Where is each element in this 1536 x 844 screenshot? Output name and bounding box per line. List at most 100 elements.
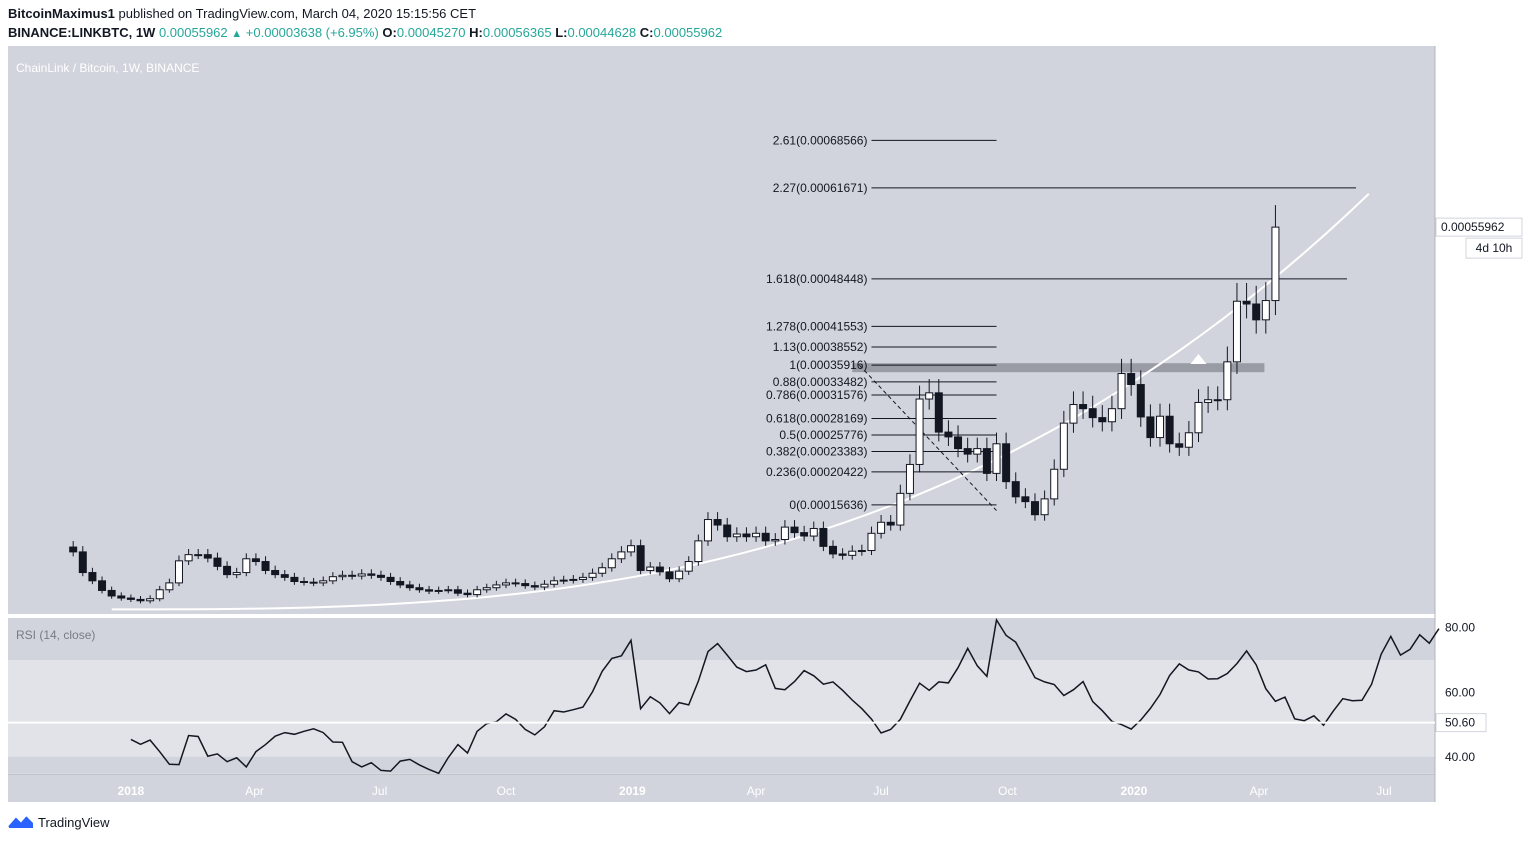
candle-up xyxy=(559,579,568,582)
candle-up xyxy=(771,539,780,542)
candle-down xyxy=(251,558,260,563)
price-tick-label: 0.00025000 xyxy=(1441,433,1505,447)
fib-level-label: 0.236(0.00020422) xyxy=(766,465,867,479)
candle-up xyxy=(627,545,636,553)
candle-down xyxy=(1079,404,1088,410)
candle-up xyxy=(752,532,761,538)
candle-down xyxy=(213,557,222,567)
candle-down xyxy=(800,532,809,537)
rsi-line xyxy=(130,617,1440,775)
candle-up xyxy=(973,448,982,455)
candle-up xyxy=(1117,373,1126,410)
candle-up xyxy=(915,398,924,465)
time-tick-label: Apr xyxy=(1250,784,1269,798)
candle-up xyxy=(550,580,559,585)
candle-down xyxy=(425,589,434,592)
publish-header: BitcoinMaximus1 published on TradingView… xyxy=(8,6,476,21)
price-tick-label: 0.00005000 xyxy=(1441,571,1505,585)
low-value: 0.00044628 xyxy=(567,25,637,40)
candle-down xyxy=(88,572,97,582)
time-tick-label: Apr xyxy=(747,784,766,798)
publish-info: published on TradingView.com, March 04, … xyxy=(118,6,477,21)
candle-up xyxy=(1107,408,1116,423)
candle-down xyxy=(944,431,953,438)
fib-level-label: 1.13(0.00038552) xyxy=(773,340,868,354)
candle-down xyxy=(300,581,309,584)
rsi-tick-label: 40.00 xyxy=(1445,750,1475,764)
rsi-tick-label: 80.00 xyxy=(1445,621,1475,635)
candle-up xyxy=(174,560,183,584)
candle-up xyxy=(540,583,549,588)
candle-down xyxy=(954,436,963,450)
candle-up xyxy=(501,582,510,586)
candle-up xyxy=(848,550,857,556)
fib-level-label: 0.5(0.00025776) xyxy=(779,428,867,442)
candle-up xyxy=(992,443,1001,474)
candle-down xyxy=(530,585,539,588)
rsi-tick-label: 60.00 xyxy=(1445,685,1475,699)
time-tick-label: Jul xyxy=(873,784,888,798)
candle-down xyxy=(655,566,664,573)
candle-up xyxy=(857,550,866,553)
low-label: L: xyxy=(555,25,568,40)
price-tick-label: 0.00050000 xyxy=(1441,261,1505,275)
candle-up xyxy=(1204,399,1213,403)
candle-down xyxy=(934,392,943,433)
candle-up xyxy=(684,561,693,572)
author-name[interactable]: BitcoinMaximus1 xyxy=(8,6,115,21)
candle-up xyxy=(242,558,251,574)
time-tick-label: Oct xyxy=(497,784,516,798)
candle-down xyxy=(723,524,732,538)
tradingview-logo-icon[interactable] xyxy=(8,814,34,830)
candle-down xyxy=(367,573,376,576)
main-pane xyxy=(8,46,1435,614)
candle-down xyxy=(819,527,828,547)
candle-up xyxy=(694,540,703,563)
candle-up xyxy=(357,573,366,577)
ohlc-header: BINANCE:LINKBTC, 1W 0.00055962 ▲ +0.0000… xyxy=(8,25,722,40)
candle-down xyxy=(405,584,414,589)
candle-down xyxy=(136,598,145,602)
candle-up xyxy=(578,576,587,580)
rsi-level-tag xyxy=(1435,713,1487,733)
fib-level-label: 2.61(0.00068566) xyxy=(773,133,868,147)
candle-down xyxy=(376,574,385,578)
candle-down xyxy=(838,553,847,556)
candle-up xyxy=(1059,422,1068,470)
candle-down xyxy=(1030,501,1039,516)
price-tick-label: 0.00040000 xyxy=(1441,330,1505,344)
candle-down xyxy=(223,565,232,576)
rsi-level-label: 50.60 xyxy=(1445,716,1475,730)
candle-up xyxy=(165,582,174,591)
price-tick-label: 0.00060000 xyxy=(1441,192,1505,206)
candle-down xyxy=(78,551,87,574)
support-test-marker-icon xyxy=(1190,354,1207,364)
candle-down xyxy=(511,582,520,585)
price-tick-label: 0.00035000 xyxy=(1441,364,1505,378)
candle-up xyxy=(146,598,155,602)
price-tick-label: 0.00015000 xyxy=(1441,502,1505,516)
candle-down xyxy=(126,597,135,600)
candle-down xyxy=(290,576,299,583)
tradingview-brand[interactable]: TradingView xyxy=(38,814,110,830)
candle-up xyxy=(905,463,914,494)
candle-up xyxy=(1261,300,1270,321)
fib-level-label: 0.88(0.00033482) xyxy=(773,375,868,389)
candle-down xyxy=(521,583,530,587)
fib-anchor-line xyxy=(859,364,997,511)
countdown-label: 4d 10h xyxy=(1476,241,1513,255)
candle-up xyxy=(732,533,741,538)
candle-up xyxy=(598,567,607,574)
candle-up xyxy=(338,574,347,578)
candle-down xyxy=(1011,481,1020,498)
candle-up xyxy=(1069,404,1078,424)
candle-up xyxy=(328,576,337,582)
price-tick-label: 0.00070000 xyxy=(1441,123,1505,137)
fib-level-label: 1.618(0.00048448) xyxy=(766,272,867,286)
candle-down xyxy=(636,545,645,571)
fib-level-label: 0.382(0.00023383) xyxy=(766,444,867,458)
candle-down xyxy=(1021,496,1030,503)
candle-down xyxy=(280,574,289,578)
candle-down xyxy=(117,595,126,599)
